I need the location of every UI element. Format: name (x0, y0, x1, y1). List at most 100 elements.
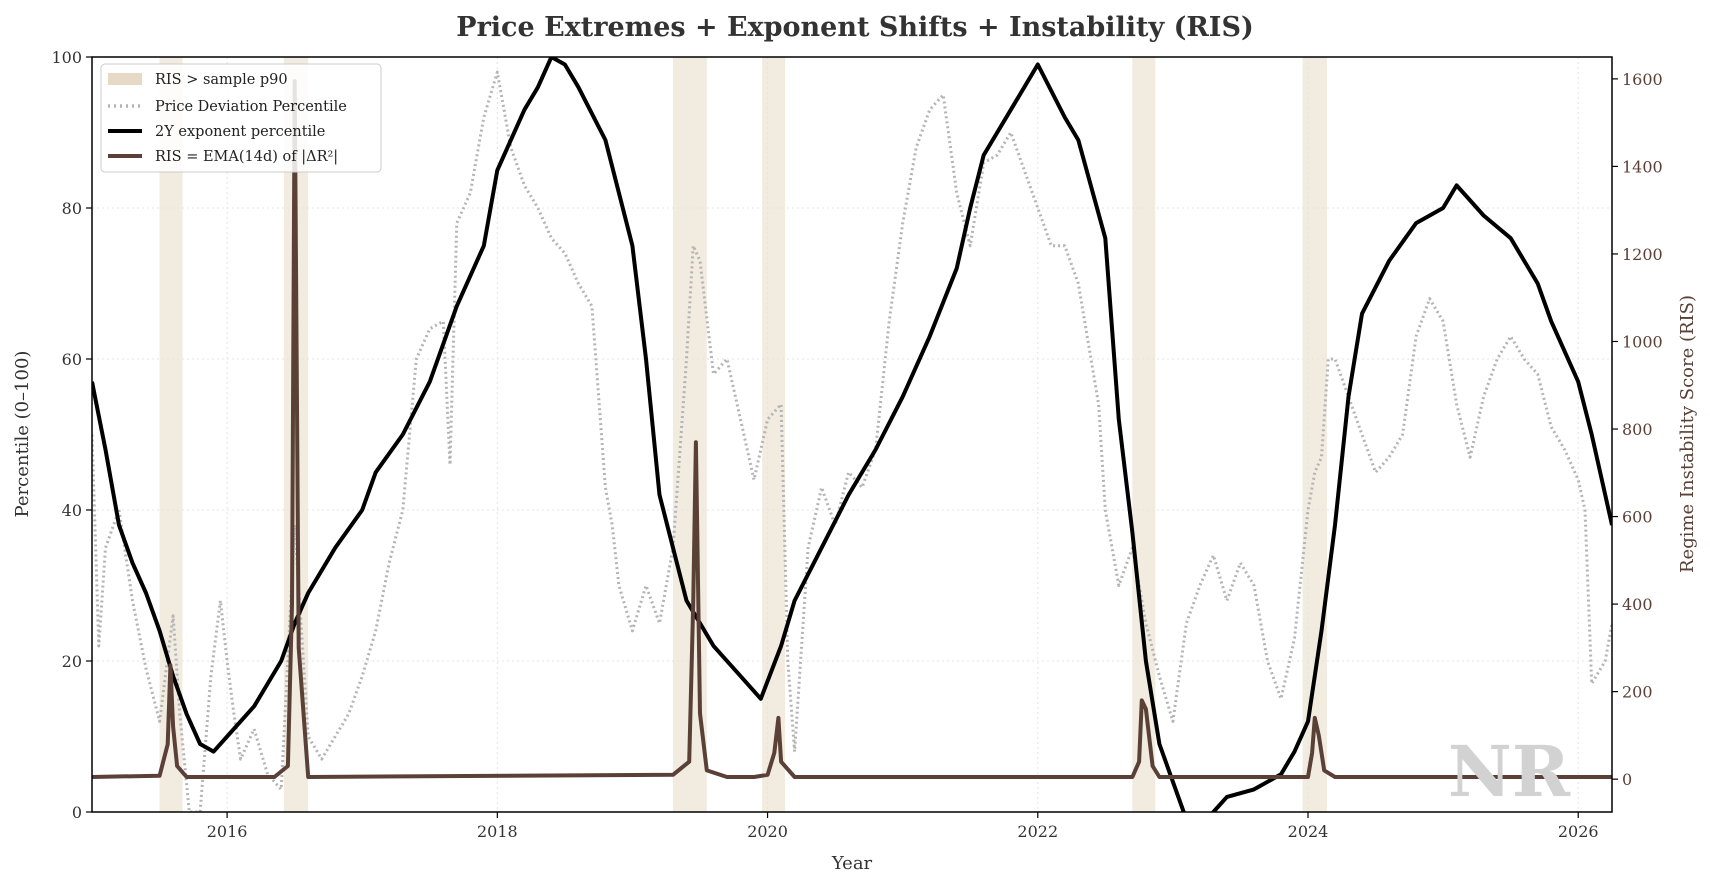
data-point (645, 358, 647, 360)
data-point (551, 237, 553, 239)
data-point (298, 647, 300, 649)
data-point (1327, 358, 1329, 360)
data-point (1361, 434, 1363, 436)
legend: RIS > sample p90 Price Deviation Percent… (100, 63, 382, 173)
y-axis-label-right: Regime Instability Score (RIS) (1677, 295, 1698, 573)
data-point (449, 464, 451, 466)
data-point (672, 774, 674, 776)
data-point (713, 645, 715, 647)
data-point (1141, 700, 1143, 702)
y-tick-label: 40 (62, 501, 82, 520)
data-point (483, 117, 485, 119)
data-point (1334, 358, 1336, 360)
x-tick-label: 2016 (207, 822, 248, 841)
data-point (1132, 776, 1134, 778)
data-point (1132, 532, 1134, 534)
data-point (787, 660, 789, 662)
data-point (848, 494, 850, 496)
data-point (307, 736, 309, 738)
y-right-tick-label: 600 (1622, 508, 1653, 527)
data-point (291, 603, 293, 605)
data-point (774, 752, 776, 754)
data-point (170, 665, 172, 667)
x-tick-label: 2018 (477, 822, 518, 841)
y-right-tick-label: 200 (1622, 683, 1653, 702)
data-point (1307, 721, 1309, 723)
y-axis-left: 0 20 40 60 80 100 (51, 48, 92, 822)
data-point (692, 603, 694, 605)
data-point (1145, 708, 1147, 710)
data-point (233, 713, 235, 715)
data-point (888, 320, 890, 322)
data-point (220, 600, 222, 602)
data-point (875, 449, 877, 451)
y-right-tick-label: 1200 (1622, 245, 1663, 264)
data-point (1429, 298, 1431, 300)
data-point (1078, 283, 1080, 285)
data-point (1172, 721, 1174, 723)
data-point (1138, 761, 1140, 763)
data-point (226, 660, 228, 662)
data-point (348, 713, 350, 715)
data-point (1318, 735, 1320, 737)
data-point (1023, 169, 1025, 171)
watermark: NR (1448, 730, 1571, 813)
data-point (1186, 819, 1188, 821)
data-point (1023, 86, 1025, 88)
y-tick-label: 100 (51, 48, 82, 67)
data-point (706, 770, 708, 772)
data-point (1078, 139, 1080, 141)
data-point (537, 207, 539, 209)
data-point (996, 154, 998, 156)
x-tick-label: 2024 (1288, 822, 1329, 841)
data-point (942, 94, 944, 96)
ris-shade-region-4 (1132, 57, 1156, 812)
y-right-tick-label: 400 (1622, 595, 1653, 614)
data-point (1267, 660, 1269, 662)
data-point (524, 109, 526, 111)
data-point (1442, 207, 1444, 209)
y-right-tick-label: 1400 (1622, 157, 1663, 176)
data-point (159, 630, 161, 632)
x-tick-label: 2022 (1017, 822, 1058, 841)
data-point (564, 64, 566, 66)
data-point (267, 773, 269, 775)
y-right-tick-label: 1000 (1622, 332, 1663, 351)
data-point (226, 736, 228, 738)
data-point (1199, 585, 1201, 587)
data-point (848, 471, 850, 473)
data-point (429, 328, 431, 330)
data-point (294, 622, 296, 624)
data-point (1253, 585, 1255, 587)
data-point (1064, 245, 1066, 247)
data-point (969, 207, 971, 209)
data-point (145, 592, 147, 594)
data-point (118, 509, 120, 511)
data-point (1321, 456, 1323, 458)
data-point (1240, 562, 1242, 564)
data-point (618, 585, 620, 587)
data-point (1388, 456, 1390, 458)
data-point (1483, 215, 1485, 217)
data-point (1280, 773, 1282, 775)
data-point (915, 147, 917, 149)
data-point (280, 660, 282, 662)
data-point (1415, 222, 1417, 224)
data-point (969, 245, 971, 247)
data-point (1456, 185, 1458, 187)
data-point (659, 622, 661, 624)
y-axis-label: Percentile (0–100) (12, 351, 33, 518)
data-point (902, 396, 904, 398)
data-point (1469, 456, 1471, 458)
data-point (1186, 622, 1188, 624)
data-point (98, 645, 100, 647)
data-point (780, 645, 782, 647)
data-point (1105, 509, 1107, 511)
data-point (210, 675, 212, 677)
data-point (686, 600, 688, 602)
data-point (753, 479, 755, 481)
data-point (611, 524, 613, 526)
data-point (456, 305, 458, 307)
data-point (688, 761, 690, 763)
data-point (645, 585, 647, 587)
